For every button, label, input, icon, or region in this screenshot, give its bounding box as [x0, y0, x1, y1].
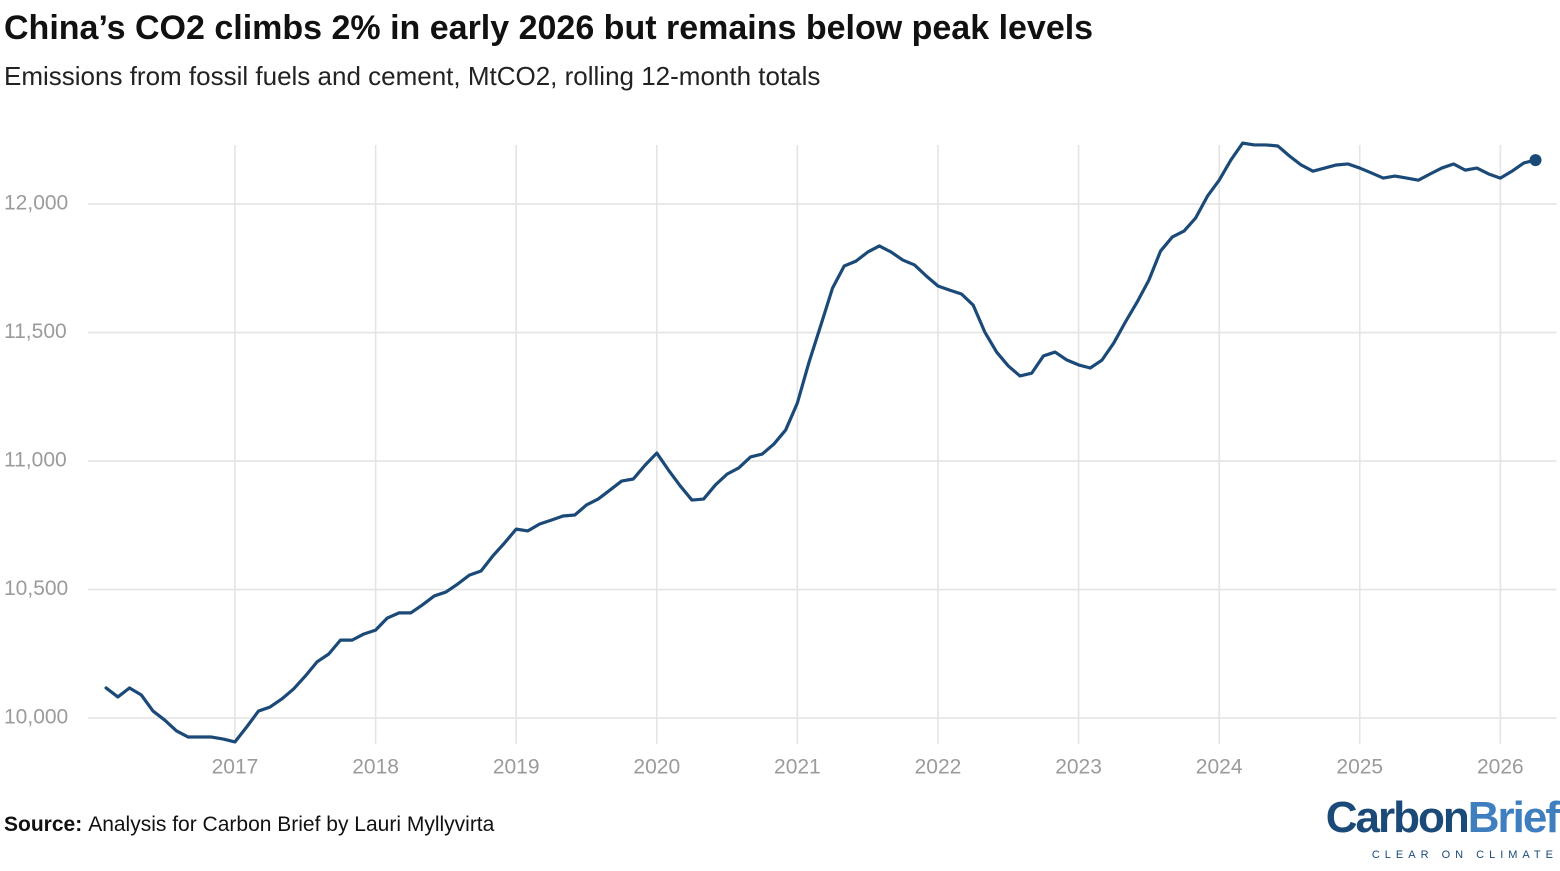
source-text: Analysis for Carbon Brief by Lauri Mylly… — [88, 813, 494, 836]
x-tick-label: 2026 — [1477, 756, 1524, 779]
x-tick-label: 2025 — [1336, 756, 1383, 779]
y-tick-label: 10,500 — [4, 577, 68, 600]
chart-subtitle: Emissions from fossil fuels and cement, … — [4, 61, 820, 91]
source: Source: Analysis for Carbon Brief by Laur… — [4, 813, 495, 836]
y-tick-label: 10,000 — [4, 706, 68, 729]
x-tick-label: 2021 — [774, 756, 821, 779]
logo: CarbonBrief — [1326, 793, 1560, 842]
x-tick-label: 2024 — [1196, 756, 1243, 779]
chart-title: China’s CO2 climbs 2% in early 2026 but … — [4, 9, 1093, 47]
y-tick-label: 11,000 — [4, 449, 67, 472]
x-tick-label: 2022 — [915, 756, 962, 779]
x-tick-label: 2019 — [493, 756, 540, 779]
line — [104, 141, 1538, 744]
logo-second: Brief — [1468, 793, 1560, 842]
x-tick-label: 2017 — [212, 756, 259, 779]
logo-first: Carbon — [1326, 793, 1468, 842]
end-point — [1529, 154, 1542, 167]
x-tick-label: 2020 — [633, 756, 680, 779]
y-tick-label: 11,500 — [4, 320, 67, 343]
plot — [104, 141, 1542, 744]
grid: 10,000 10,500 11,000 11,500 12,000 2017 2018 20… — [4, 145, 1557, 779]
logo-tagline: CLEAR ON CLIMATE — [1372, 849, 1558, 861]
y-tick-label: 12,000 — [4, 192, 68, 215]
x-tick-label: 2018 — [352, 756, 399, 779]
x-tick-label: 2023 — [1055, 756, 1102, 779]
source-label: Source: — [4, 813, 82, 836]
